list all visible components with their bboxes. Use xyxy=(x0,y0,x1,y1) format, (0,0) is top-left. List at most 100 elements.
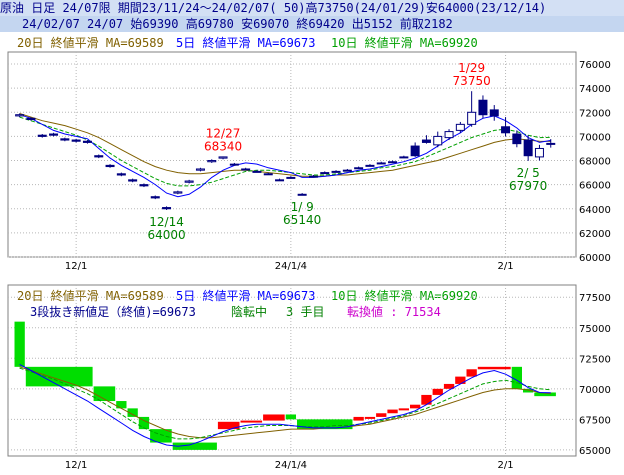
candle xyxy=(365,164,375,167)
y-tick-label: 72000 xyxy=(579,108,611,119)
candle xyxy=(94,154,104,159)
x-tick-label: 2/1 xyxy=(498,261,514,272)
candle xyxy=(71,138,81,143)
y-tick-label: 72500 xyxy=(579,354,611,365)
candle xyxy=(207,159,217,163)
candle-plot-frame xyxy=(7,51,577,258)
candle xyxy=(105,164,115,168)
candle xyxy=(376,161,386,165)
y-tick-label: 76000 xyxy=(579,60,611,71)
y-tick-label: 67500 xyxy=(579,415,611,426)
line-ma5 xyxy=(19,114,551,198)
candle xyxy=(241,167,251,171)
legend-ma20: 20日 終値平滑 MA=69589 xyxy=(17,35,164,50)
annotation-date: 12/27 xyxy=(206,126,241,140)
break-block xyxy=(297,419,353,430)
x-tick-label: 24/1/4 xyxy=(275,460,307,471)
x-tick-label: 2/1 xyxy=(498,460,514,471)
chart-header-title: 原油 日足 24/07限 期間23/11/24～24/02/07( 50)高73… xyxy=(0,0,624,16)
y-tick-label: 65000 xyxy=(579,446,611,457)
legend-ma10: 10日 終値平滑 MA=69920 xyxy=(331,35,478,50)
y-tick-label: 70000 xyxy=(579,385,611,396)
candle xyxy=(15,113,25,118)
candle xyxy=(49,132,59,137)
line-ma10 xyxy=(19,116,551,187)
candle xyxy=(218,156,228,160)
break-subtitle: 3段抜き新値足（終値)=69673 xyxy=(30,304,196,319)
annotation-value: 73750 xyxy=(453,74,491,88)
candle xyxy=(478,95,488,119)
candle xyxy=(444,129,454,141)
annotation-date: 1/29 xyxy=(458,61,485,75)
break-block xyxy=(523,388,534,393)
y-tick-label: 70000 xyxy=(579,132,611,143)
break-block xyxy=(172,442,217,450)
candle xyxy=(399,155,409,159)
candle xyxy=(275,178,285,182)
candle xyxy=(467,91,477,127)
candle xyxy=(410,142,420,157)
legend-ma20-lower: 20日 終値平滑 MA=69589 xyxy=(17,288,164,303)
legend-ma5: 5日 終値平滑 MA=69673 xyxy=(176,35,315,50)
candle xyxy=(263,172,273,176)
candle xyxy=(388,160,398,164)
candle xyxy=(354,166,364,170)
break-block xyxy=(387,409,398,414)
candle xyxy=(116,172,126,177)
break-panel: 20日 終値平滑 MA=69589 5日 終値平滑 MA=69673 10日 終… xyxy=(7,284,611,471)
y-tick-label: 62000 xyxy=(579,229,611,240)
annotation-date: 2/ 5 xyxy=(517,166,540,180)
candle xyxy=(523,135,533,161)
break-block xyxy=(364,416,376,419)
y-tick-label: 75000 xyxy=(579,324,611,335)
annotation-value: 65140 xyxy=(283,213,321,227)
candle xyxy=(162,206,172,210)
line-ma20 xyxy=(19,113,551,177)
candle xyxy=(229,162,239,166)
break-block xyxy=(116,401,127,409)
candle xyxy=(512,130,522,148)
break-block xyxy=(240,420,263,423)
y-tick-label: 66000 xyxy=(579,181,611,192)
candle xyxy=(534,144,544,161)
break-block xyxy=(138,416,150,430)
candle xyxy=(184,179,194,184)
break-block xyxy=(432,388,443,395)
candle-panel: 20日 終値平滑 MA=69589 5日 終値平滑 MA=69673 10日 終… xyxy=(7,33,611,272)
candle xyxy=(173,190,183,195)
candle xyxy=(433,131,443,148)
y-tick-label: 68000 xyxy=(579,157,611,168)
break-block xyxy=(263,414,285,421)
candle xyxy=(60,137,70,142)
candle xyxy=(252,170,262,173)
candle-legend-bg xyxy=(9,33,575,51)
candle xyxy=(297,193,307,196)
break-block xyxy=(511,366,522,389)
candle xyxy=(195,167,205,172)
candle xyxy=(455,121,465,133)
legend-ma10-lower: 10日 終値平滑 MA=69920 xyxy=(331,288,478,303)
break-block xyxy=(217,421,240,430)
candle xyxy=(342,168,352,172)
line-ma5-lower xyxy=(19,363,551,447)
break-plot-frame xyxy=(7,284,577,457)
annotation-date: 12/14 xyxy=(149,215,184,229)
candle xyxy=(139,183,149,188)
candle xyxy=(501,117,511,137)
break-block xyxy=(455,376,466,384)
break-status: 陰転中 xyxy=(231,304,267,319)
candle xyxy=(286,176,296,179)
break-block xyxy=(25,366,93,387)
break-block xyxy=(14,321,25,367)
x-tick-label: 12/1 xyxy=(65,460,87,471)
break-count: 3 手目 xyxy=(286,305,324,319)
candle xyxy=(489,105,499,121)
candle xyxy=(320,171,330,175)
break-block xyxy=(421,394,432,405)
break-block xyxy=(285,414,296,420)
y-tick-label: 74000 xyxy=(579,84,611,95)
break-block xyxy=(353,416,364,421)
candle xyxy=(150,195,160,200)
candle xyxy=(308,175,318,178)
